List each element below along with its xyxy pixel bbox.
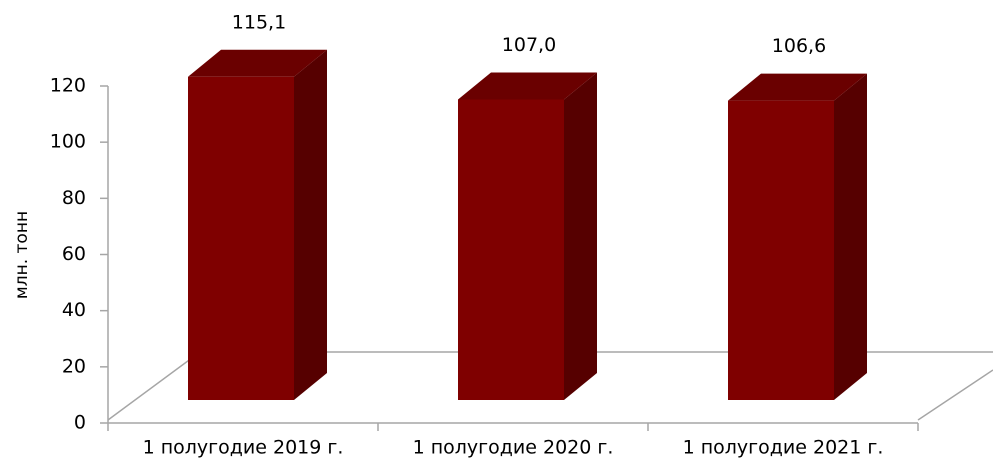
x-tick-label: 1 полугодие 2021 г. bbox=[683, 437, 884, 459]
bar-side bbox=[564, 72, 597, 400]
bar bbox=[188, 49, 327, 400]
bar-top bbox=[188, 49, 327, 77]
y-tick-label: 120 bbox=[50, 75, 86, 97]
bar-top bbox=[458, 72, 597, 100]
bar-front bbox=[728, 100, 834, 401]
x-tick-label: 1 полугодие 2019 г. bbox=[143, 437, 344, 459]
bar-top bbox=[728, 73, 867, 101]
bar-front bbox=[188, 76, 294, 400]
y-tick-label: 100 bbox=[50, 131, 86, 153]
y-tick-label: 20 bbox=[62, 355, 86, 377]
bar-side bbox=[294, 49, 327, 400]
value-label: 107,0 bbox=[502, 34, 556, 56]
y-axis-title: млн. тонн bbox=[12, 211, 32, 299]
x-tick-label: 1 полугодие 2020 г. bbox=[413, 437, 614, 459]
y-tick-label: 0 bbox=[74, 412, 86, 434]
y-tick-label: 60 bbox=[62, 243, 86, 265]
bar-side bbox=[834, 73, 867, 401]
bar bbox=[458, 72, 597, 400]
y-tick-label: 80 bbox=[62, 187, 86, 209]
y-tick-label: 40 bbox=[62, 299, 86, 321]
bar bbox=[728, 73, 867, 401]
value-label: 106,6 bbox=[772, 35, 826, 57]
floor-edge bbox=[917, 369, 993, 421]
bar-front bbox=[458, 99, 564, 400]
value-label: 115,1 bbox=[232, 11, 286, 33]
